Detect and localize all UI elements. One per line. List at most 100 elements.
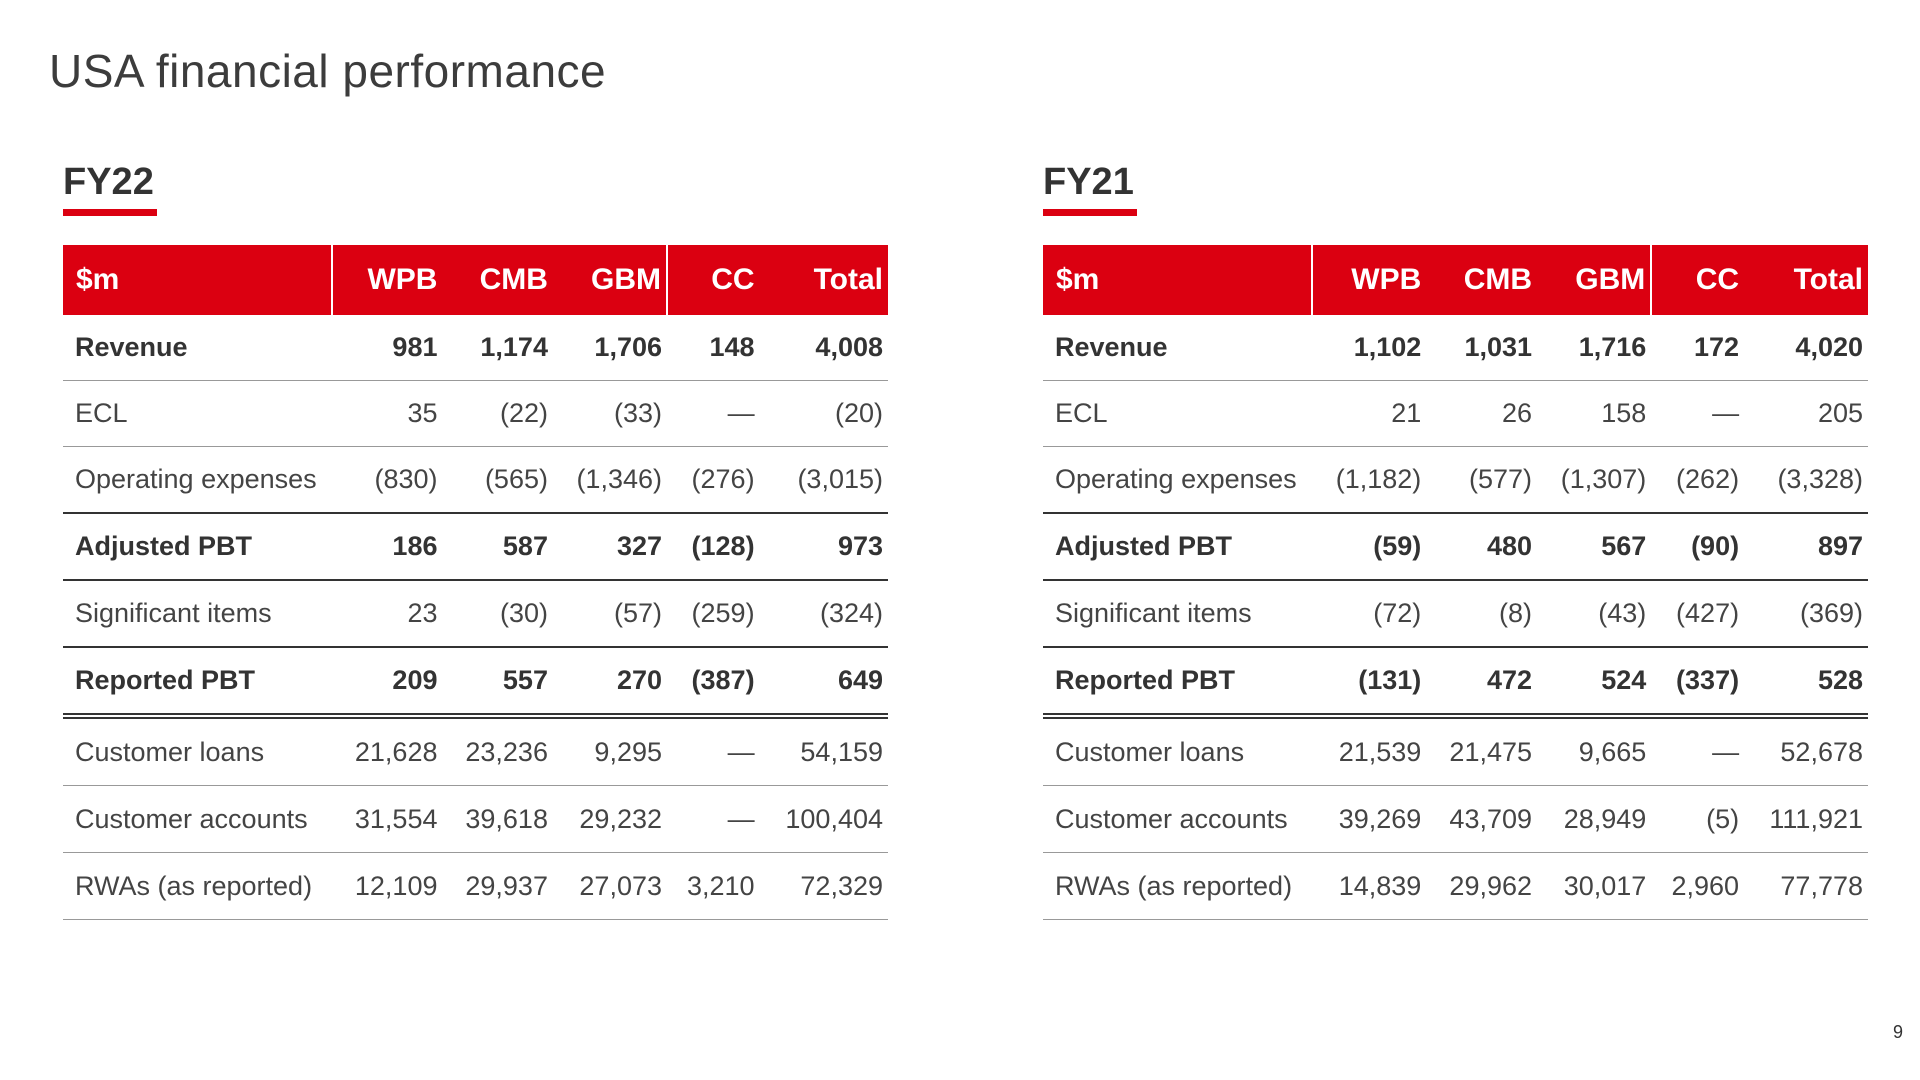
row-label: Significant items <box>1043 580 1312 648</box>
fy21-panel: FY21 $m WPB CMB GBM CC Total Revenue 1,10… <box>1043 160 1868 920</box>
cell-total: 77,778 <box>1744 852 1868 920</box>
cell-cmb: 587 <box>442 513 553 581</box>
row-label: ECL <box>63 380 332 447</box>
row-label: RWAs (as reported) <box>1043 852 1312 920</box>
cell-cmb: (8) <box>1426 580 1538 648</box>
fy22-heading-text: FY22 <box>63 161 154 203</box>
row-label: Customer loans <box>1043 716 1312 786</box>
fy22-heading-underline <box>63 209 157 216</box>
row-label: Reported PBT <box>1043 647 1312 719</box>
column-header-unit: $m <box>63 245 333 315</box>
cell-gbm: 28,949 <box>1537 785 1652 853</box>
cell-cc: — <box>667 785 760 853</box>
cell-total: (3,015) <box>759 446 888 514</box>
cell-total: 897 <box>1744 513 1868 581</box>
cell-wpb: (1,182) <box>1312 446 1427 514</box>
table-row: Customer accounts 31,554 39,618 29,232—100,… <box>63 785 888 853</box>
cell-gbm: (43) <box>1537 580 1652 648</box>
column-header-gbm: GBM <box>1537 245 1653 315</box>
cell-cc: 148 <box>667 315 760 381</box>
fy22-panel: FY22 $m WPB CMB GBM CC Total Revenue 981 1… <box>63 160 888 920</box>
table-row: Reported PBT 209 557 270 (387) 649 <box>63 647 888 719</box>
cell-gbm: (1,346) <box>552 446 667 514</box>
cell-wpb: 981 <box>332 315 443 381</box>
table-row: Customer loans 21,628 23,236 9,295—54,159 <box>63 716 888 786</box>
cell-wpb: 31,554 <box>332 785 443 853</box>
row-label: Customer accounts <box>1043 785 1312 853</box>
column-header-cc: CC <box>711 263 755 296</box>
row-label: Adjusted PBT <box>1043 513 1312 581</box>
column-header-total: Total <box>1793 263 1863 296</box>
column-header-wpb: WPB <box>367 263 438 296</box>
cell-total: 528 <box>1744 647 1868 719</box>
cell-wpb: 21,628 <box>332 716 443 786</box>
table-row: Significant items (72) (8) (43) (427) (369) <box>1043 580 1868 648</box>
cell-total: 100,404 <box>759 785 888 853</box>
cell-gbm: 29,232 <box>552 785 667 853</box>
cell-wpb: (830) <box>332 446 443 514</box>
cell-total: 973 <box>759 513 888 581</box>
page-number: 9 <box>1893 1022 1904 1042</box>
table-row: Significant items 23 (30) (57) (259) (324) <box>63 580 888 648</box>
cell-cmb: 43,709 <box>1426 785 1538 853</box>
cell-cmb: 480 <box>1426 513 1538 581</box>
cell-wpb: 23 <box>332 580 443 648</box>
cell-wpb: (72) <box>1312 580 1427 648</box>
cell-cc: — <box>667 716 760 786</box>
cell-gbm: 1,706 <box>552 315 667 381</box>
cell-wpb: 209 <box>332 647 443 719</box>
cell-wpb: (131) <box>1312 647 1427 719</box>
cell-gbm: 270 <box>552 647 667 719</box>
cell-wpb: 14,839 <box>1312 852 1427 920</box>
cell-wpb: 1,102 <box>1312 315 1427 381</box>
cell-total: (369) <box>1744 580 1868 648</box>
row-label: Operating expenses <box>1043 446 1312 514</box>
table-row: RWAs (as reported) 12,109 29,937 27,073 3,21… <box>63 852 888 920</box>
cell-cc: (337) <box>1651 647 1745 719</box>
table-row: Customer accounts 39,269 43,709 28,949 (5) 11… <box>1043 785 1868 853</box>
row-label: Reported PBT <box>63 647 332 719</box>
cell-gbm: 524 <box>1537 647 1652 719</box>
cell-cc: (259) <box>667 580 760 648</box>
cell-gbm: 158 <box>1537 380 1652 447</box>
cell-cmb: 29,962 <box>1426 852 1538 920</box>
cell-cc: (276) <box>667 446 760 514</box>
cell-total: (324) <box>759 580 888 648</box>
cell-cmb: 39,618 <box>442 785 553 853</box>
column-header-wpb: WPB <box>1351 263 1422 296</box>
column-header-gbm: GBM <box>552 245 669 315</box>
cell-cc: (387) <box>667 647 760 719</box>
table-row: Revenue 981 1,174 1,706 148 4,008 <box>63 315 888 381</box>
cell-wpb: (59) <box>1312 513 1427 581</box>
row-label: RWAs (as reported) <box>63 852 332 920</box>
table-row: ECL 21 26 158—205 <box>1043 380 1868 447</box>
fy21-header-row: $m WPB CMB GBM CC Total <box>1043 245 1868 315</box>
table-row: Adjusted PBT 186 587 327 (128) 973 <box>63 513 888 581</box>
cell-gbm: 9,665 <box>1537 716 1652 786</box>
row-label: Operating expenses <box>63 446 332 514</box>
cell-cc: (128) <box>667 513 760 581</box>
table-row: RWAs (as reported) 14,839 29,962 30,017 2,96… <box>1043 852 1868 920</box>
cell-cc: (5) <box>1651 785 1745 853</box>
cell-total: 649 <box>759 647 888 719</box>
table-row: Customer loans 21,539 21,475 9,665—52,678 <box>1043 716 1868 786</box>
cell-wpb: 12,109 <box>332 852 443 920</box>
cell-wpb: 21 <box>1312 380 1427 447</box>
cell-gbm: 27,073 <box>552 852 667 920</box>
row-label: Adjusted PBT <box>63 513 332 581</box>
cell-cmb: 472 <box>1426 647 1538 719</box>
column-header-cmb: CMB <box>1463 263 1533 296</box>
cell-total: 4,020 <box>1744 315 1868 381</box>
table-row: Reported PBT (131) 472 524 (337) 528 <box>1043 647 1868 719</box>
cell-cmb: 23,236 <box>442 716 553 786</box>
cell-gbm: 9,295 <box>552 716 667 786</box>
cell-gbm: 567 <box>1537 513 1652 581</box>
cell-gbm: (1,307) <box>1537 446 1652 514</box>
column-header-total: Total <box>813 263 883 296</box>
row-label: Customer loans <box>63 716 332 786</box>
cell-cmb: 1,031 <box>1426 315 1538 381</box>
column-header-cc: CC <box>1695 263 1740 296</box>
cell-gbm: (33) <box>552 380 667 447</box>
cell-cmb: 1,174 <box>442 315 553 381</box>
cell-gbm: (57) <box>552 580 667 648</box>
